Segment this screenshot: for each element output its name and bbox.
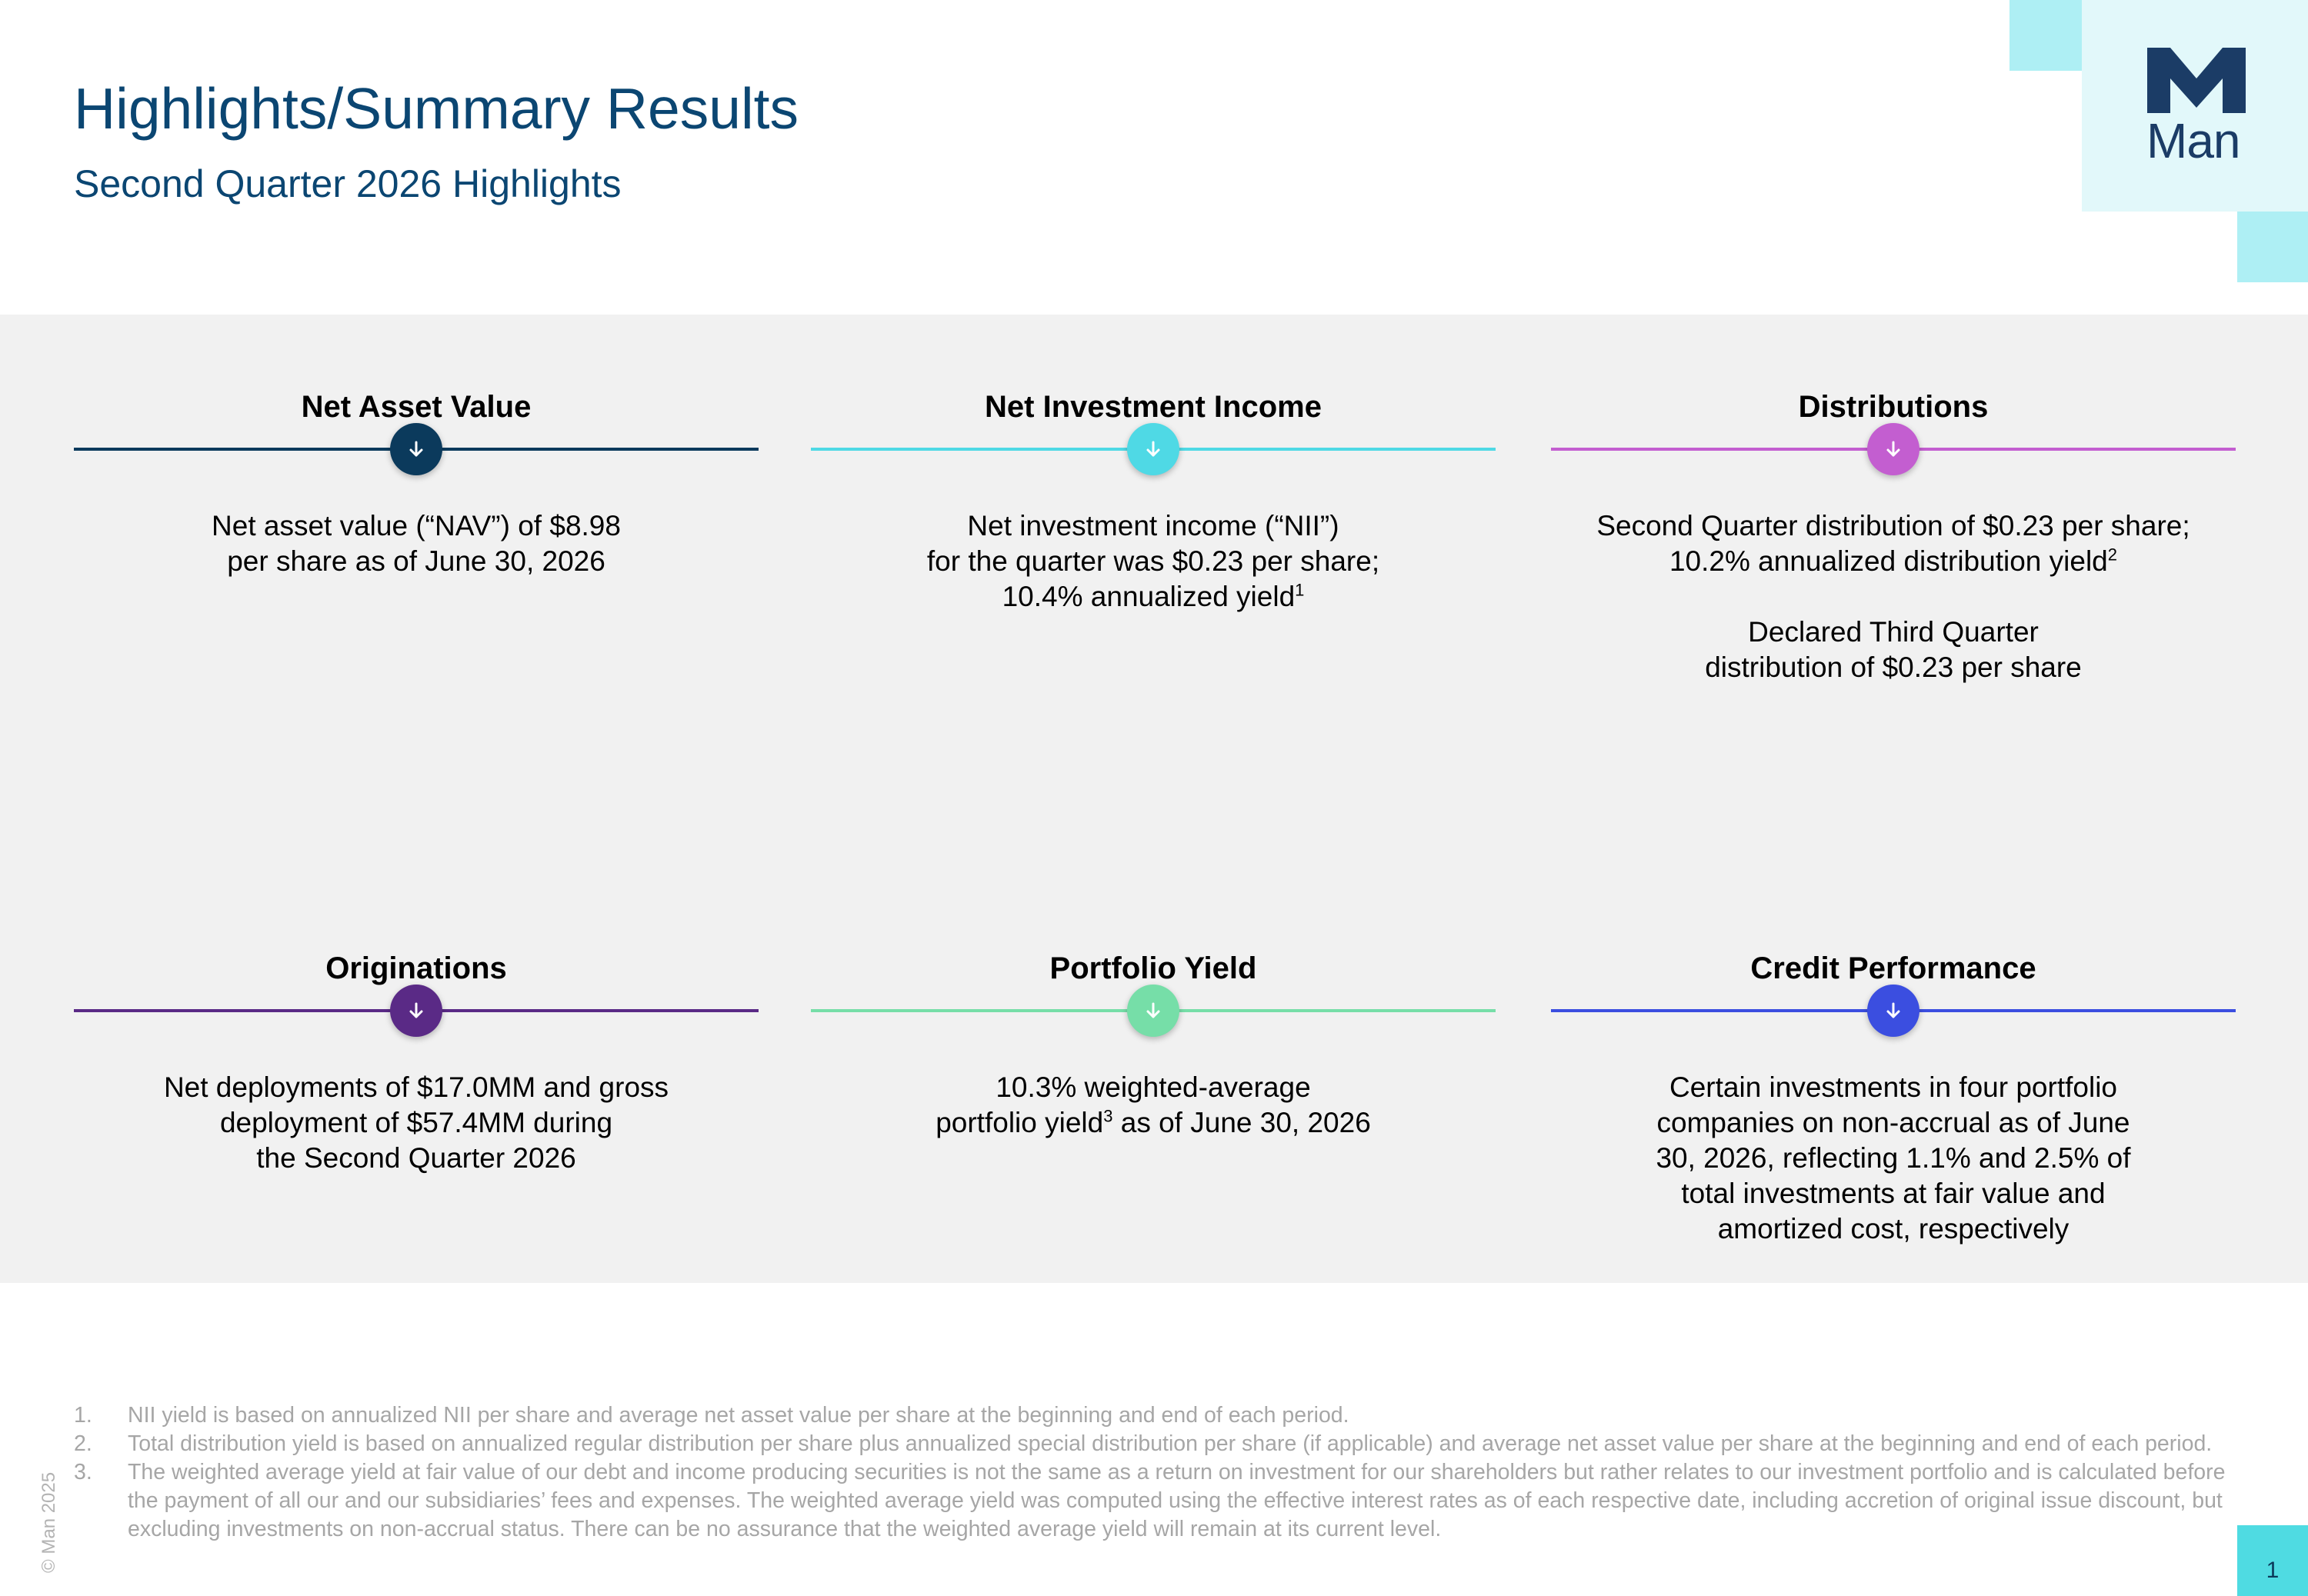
card-body-text: Certain investments in four portfolio (1669, 1071, 2117, 1103)
card-badge (1127, 985, 1179, 1037)
card-heading: Distributions (1798, 390, 1989, 424)
card-heading: Originations (325, 951, 507, 985)
card-body-text: Net deployments of $17.0MM and gross (163, 1071, 669, 1103)
footnote-number: 3. (74, 1460, 92, 1484)
footnotes: 1. NII yield is based on annualized NII p… (74, 1401, 2228, 1544)
card-paragraph: Net deployments of $17.0MM and gross depl… (43, 1070, 789, 1176)
card-body-line: 10.3% weighted-average (780, 1070, 1526, 1105)
card-badge (1867, 423, 1919, 475)
card-body-text: 10.2% annualized distribution yield (1669, 545, 2108, 577)
footnote-ref: 2 (2107, 545, 2117, 565)
card-paragraph: Declared Third Quarter distribution of $0… (1520, 615, 2266, 685)
page-number-box: 1 (2237, 1525, 2308, 1596)
card-badge (1127, 423, 1179, 475)
card-body-text: 30, 2026, reflecting 1.1% and 2.5% of (1656, 1142, 2131, 1174)
card-body-line: distribution of $0.23 per share (1520, 650, 2266, 685)
footnote-number: 1. (74, 1403, 92, 1428)
card-paragraph: Net investment income (“NII”) for the qua… (780, 508, 1526, 615)
card-badge (390, 423, 442, 475)
card-body-text: portfolio yield (936, 1107, 1104, 1138)
card-body-text: Declared Third Quarter (1748, 616, 2039, 648)
page-number: 1 (2266, 1558, 2280, 1583)
card-badge (1867, 985, 1919, 1037)
man-logo-wordmark: Man (2146, 113, 2241, 168)
card-body-text: amortized cost, respectively (1717, 1213, 2070, 1244)
card-paragraph: Net asset value (“NAV”) of $8.98 per shar… (43, 508, 789, 579)
card-body-text: 10.3% weighted-average (996, 1071, 1311, 1103)
card-paragraph: 10.3% weighted-average portfolio yield3 a… (780, 1070, 1526, 1141)
arrow-down-icon (1886, 1002, 1900, 1018)
card-body: Certain investments in four portfolio com… (1520, 1070, 2266, 1247)
card-body: 10.3% weighted-average portfolio yield3 a… (780, 1070, 1526, 1141)
card-body-text: deployment of $57.4MM during (219, 1107, 613, 1138)
arrow-down-icon (1886, 441, 1900, 457)
card-body-line: Second Quarter distribution of $0.23 per… (1520, 508, 2266, 544)
card-body-text: per share as of June 30, 2026 (227, 545, 605, 577)
card-heading: Net Asset Value (301, 390, 532, 424)
card-heading: Portfolio Yield (1049, 951, 1257, 985)
card-body: Net investment income (“NII”) for the qua… (780, 508, 1526, 615)
card-body-text: Net asset value (“NAV”) of $8.98 (212, 510, 621, 541)
page-subtitle: Second Quarter 2026 Highlights (74, 162, 622, 205)
footnote-text: Total distribution yield is based on ann… (128, 1431, 2213, 1456)
arrow-down-icon (1146, 1002, 1160, 1018)
card-body-line: Certain investments in four portfolio (1520, 1070, 2266, 1105)
card-body-line: amortized cost, respectively (1520, 1211, 2266, 1247)
card-body-line: portfolio yield3 as of June 30, 2026 (780, 1105, 1526, 1141)
footnote-ref: 1 (1295, 580, 1305, 600)
card-body: Second Quarter distribution of $0.23 per… (1520, 508, 2266, 685)
highlights-panel (0, 315, 2308, 1283)
card-body-text: the Second Quarter 2026 (256, 1142, 576, 1174)
footnote: 2. Total distribution yield is based on a… (74, 1430, 2228, 1458)
arrow-down-icon (409, 1002, 423, 1018)
footnote-ref: 3 (1103, 1106, 1113, 1126)
card-body-text: Net investment income (“NII”) (967, 510, 1339, 541)
card-body-text: for the quarter was $0.23 per share; (926, 545, 1380, 577)
arrow-down-icon (409, 441, 423, 457)
man-logo-mark (2147, 48, 2246, 113)
footnote: 3. The weighted average yield at fair val… (74, 1458, 2228, 1544)
card-body-line: deployment of $57.4MM during (43, 1105, 789, 1141)
card-body-text: Second Quarter distribution of $0.23 per… (1596, 510, 2190, 541)
man-logo: Man (2146, 48, 2246, 165)
corner-deco-bottom (2237, 212, 2308, 282)
card-body-line: 10.2% annualized distribution yield2 (1520, 544, 2266, 579)
card-body-text: as of June 30, 2026 (1112, 1107, 1371, 1138)
card-body: Net deployments of $17.0MM and gross depl… (43, 1070, 789, 1176)
card-body-line: 30, 2026, reflecting 1.1% and 2.5% of (1520, 1141, 2266, 1176)
corner-deco-small (2009, 0, 2082, 71)
card-badge (390, 985, 442, 1037)
card-heading: Net Investment Income (985, 390, 1322, 424)
card-body-text: companies on non-accrual as of June (1656, 1107, 2130, 1138)
card-paragraph: Second Quarter distribution of $0.23 per… (1520, 508, 2266, 579)
card-body-text: distribution of $0.23 per share (1705, 651, 2082, 683)
footnote: 1. NII yield is based on annualized NII p… (74, 1401, 2228, 1430)
arrow-down-icon (1146, 441, 1160, 457)
footnote-text: NII yield is based on annualized NII per… (128, 1403, 1349, 1428)
page-title: Highlights/Summary Results (74, 76, 799, 141)
copyright: © Man 2025 (38, 1471, 59, 1573)
card-body-line: for the quarter was $0.23 per share; (780, 544, 1526, 579)
footnote-number: 2. (74, 1431, 92, 1456)
card-paragraph: Certain investments in four portfolio com… (1520, 1070, 2266, 1247)
card-body-line: 10.4% annualized yield1 (780, 579, 1526, 615)
card-body-line: Declared Third Quarter (1520, 615, 2266, 650)
card-body-line: companies on non-accrual as of June (1520, 1105, 2266, 1141)
card-heading: Credit Performance (1750, 951, 2036, 985)
card-body-text: 10.4% annualized yield (1002, 581, 1296, 612)
card-body: Net asset value (“NAV”) of $8.98 per shar… (43, 508, 789, 579)
card-body-line: Net deployments of $17.0MM and gross (43, 1070, 789, 1105)
footnote-text: The weighted average yield at fair value… (128, 1460, 2226, 1541)
card-body-line: total investments at fair value and (1520, 1176, 2266, 1211)
card-body-line: the Second Quarter 2026 (43, 1141, 789, 1176)
card-body-line: Net investment income (“NII”) (780, 508, 1526, 544)
card-body-text: total investments at fair value and (1681, 1178, 2106, 1209)
card-body-line: Net asset value (“NAV”) of $8.98 (43, 508, 789, 544)
card-body-line: per share as of June 30, 2026 (43, 544, 789, 579)
